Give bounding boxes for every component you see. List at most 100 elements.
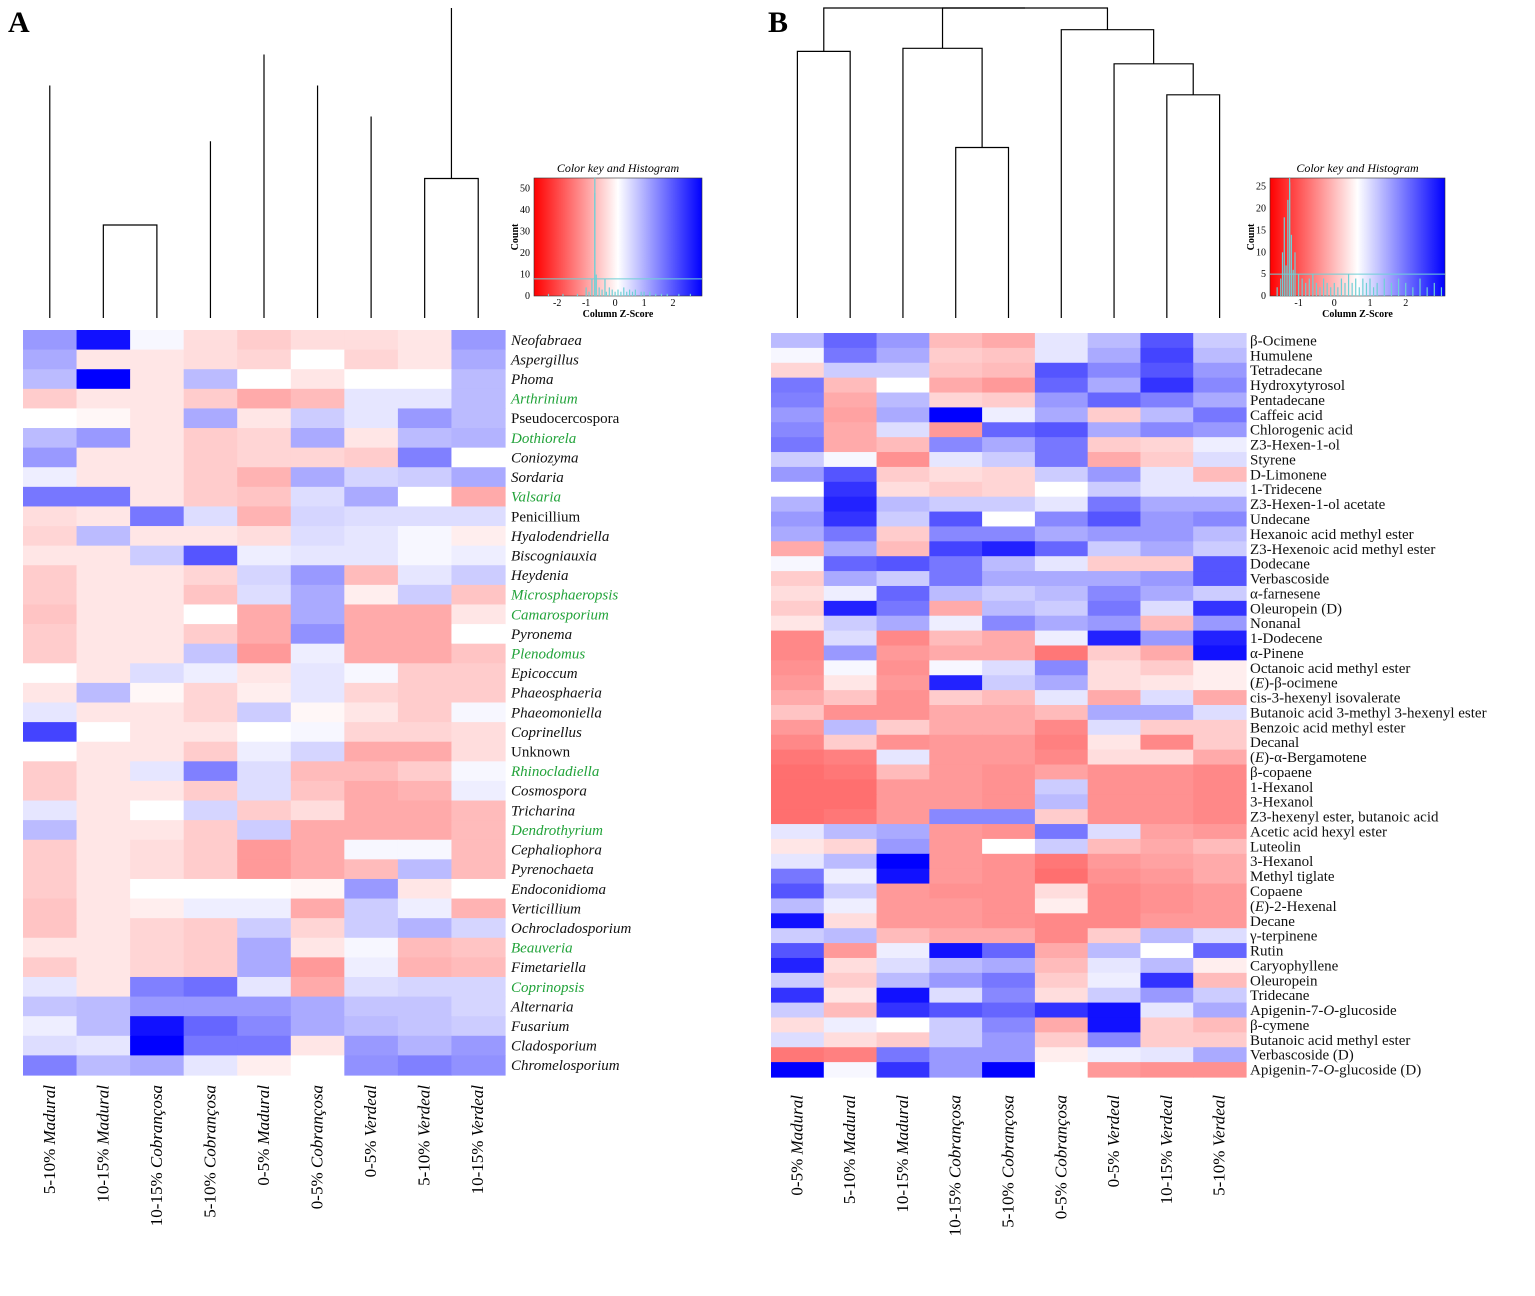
heatmap-cell <box>823 556 878 572</box>
heatmap-cell <box>183 565 238 586</box>
column-label: 0-5% Cobrançosa <box>1051 1095 1070 1219</box>
heatmap-cell <box>929 600 983 617</box>
row-label: Z3-Hexenoic acid methyl ester <box>1250 542 1435 558</box>
heatmap-cell <box>1193 972 1247 989</box>
heatmap-cell <box>451 996 506 1017</box>
heatmap-cell <box>929 1062 983 1078</box>
heatmap-cell <box>344 604 399 625</box>
heatmap-cell <box>183 741 238 762</box>
heatmap-cell <box>397 663 453 684</box>
heatmap-cell <box>1034 868 1089 885</box>
heatmap-cell <box>130 722 185 743</box>
heatmap-cell <box>183 682 238 704</box>
heatmap-cell <box>1034 526 1089 542</box>
heatmap-cell <box>130 937 185 958</box>
heatmap-cell <box>1087 392 1142 408</box>
heatmap-cell <box>451 839 506 860</box>
heatmap-cell <box>451 467 506 488</box>
heatmap-cell <box>290 839 345 860</box>
heatmap-cell <box>451 957 506 978</box>
heatmap-cell <box>183 820 238 841</box>
heatmap-cell <box>771 690 825 706</box>
heatmap-cell <box>130 878 185 900</box>
heatmap-cell <box>397 624 453 645</box>
heatmap-cell <box>344 1016 399 1037</box>
key-y-tick: 15 <box>1256 225 1266 236</box>
heatmap-cell <box>237 624 292 645</box>
heatmap-cell <box>771 496 825 513</box>
heatmap-cell <box>982 1017 1036 1033</box>
heatmap-cell <box>929 1017 983 1033</box>
heatmap-cell <box>982 481 1036 498</box>
heatmap-cell <box>344 428 399 449</box>
row-label: Humulene <box>1250 348 1313 364</box>
heatmap-cell <box>451 330 506 351</box>
row-label: 1-Dodecene <box>1250 631 1323 647</box>
heatmap-cell <box>1193 437 1247 453</box>
heatmap-cell <box>130 839 185 860</box>
heatmap-cell <box>130 820 185 841</box>
heatmap-cell <box>771 972 825 989</box>
heatmap-cell <box>183 428 238 449</box>
heatmap-cell <box>23 604 78 625</box>
heatmap-cell <box>823 1032 878 1048</box>
heatmap-cell <box>1034 838 1089 855</box>
row-label: Oleuropein <box>1250 973 1318 989</box>
column-label: 0-5% Verdeal <box>1104 1095 1123 1188</box>
heatmap-cell <box>290 388 345 410</box>
heatmap-cell <box>1087 496 1142 513</box>
heatmap-cell <box>76 467 131 488</box>
heatmap-cell <box>1034 452 1089 468</box>
heatmap-cell <box>823 333 878 349</box>
heatmap-cell <box>183 957 238 978</box>
heatmap-cell <box>76 839 131 860</box>
heatmap-cell <box>1193 422 1247 438</box>
heatmap-cell <box>1193 615 1247 632</box>
heatmap-cell <box>876 690 930 706</box>
heatmap-cell <box>1034 407 1089 423</box>
heatmap-cell <box>771 645 825 661</box>
heatmap-cell <box>929 898 983 914</box>
heatmap-cell <box>1193 511 1247 528</box>
heatmap-cell <box>344 937 399 958</box>
heatmap-cell <box>76 1016 131 1037</box>
heatmap-cell <box>929 511 983 528</box>
heatmap-cell <box>183 486 238 508</box>
heatmap-cell <box>929 556 983 572</box>
heatmap-cell <box>876 734 930 751</box>
key-x-label: Column Z-Score <box>1322 309 1393 320</box>
heatmap-cell <box>183 878 238 900</box>
heatmap-cell <box>876 809 930 825</box>
heatmap-cell <box>237 428 292 449</box>
row-label: Benzoic acid methyl ester <box>1250 720 1405 736</box>
heatmap-cell <box>876 1032 930 1048</box>
heatmap-cell <box>771 333 825 349</box>
heatmap-cell <box>876 957 930 974</box>
heatmap-cell <box>771 794 825 810</box>
heatmap-cell <box>1193 496 1247 513</box>
heatmap-cell <box>929 883 983 900</box>
heatmap-cell <box>982 615 1036 632</box>
heatmap-cell <box>823 1017 878 1033</box>
heatmap-cell <box>290 447 345 468</box>
heatmap-cell <box>1087 511 1142 528</box>
row-label: Dothiorela <box>510 431 576 447</box>
heatmap-cell <box>1087 824 1142 840</box>
heatmap-cell <box>183 800 238 821</box>
row-label: Cosmospora <box>511 784 587 800</box>
heatmap-cell <box>451 349 506 370</box>
row-label: D-Limonene <box>1250 467 1327 483</box>
heatmap-cell <box>344 330 399 351</box>
heatmap-cell <box>183 330 238 351</box>
heatmap-cell <box>1087 660 1142 676</box>
row-label: β-copaene <box>1250 765 1312 781</box>
heatmap-cell <box>982 452 1036 468</box>
row-label: Styrene <box>1250 452 1296 468</box>
heatmap-cell <box>183 604 238 625</box>
row-label: Phaeomoniella <box>510 705 602 721</box>
column-label: 5-10% Cobrançosa <box>200 1085 219 1218</box>
heatmap-cell <box>929 764 983 780</box>
dendrogram-branch <box>823 7 1025 52</box>
heatmap-cell <box>771 824 825 840</box>
heatmap-cell <box>183 722 238 743</box>
